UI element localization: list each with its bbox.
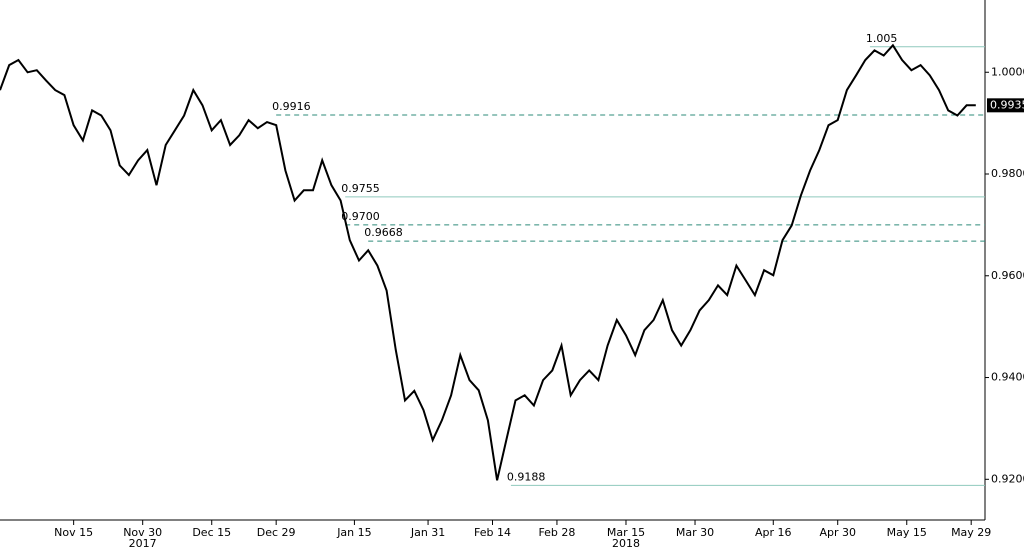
price-line [0, 43, 976, 481]
level-label: 0.9916 [272, 100, 311, 113]
x-tick-label: Feb 28 [538, 526, 575, 539]
x-tick-label: May 29 [951, 526, 991, 539]
x-tick-label: Jan 31 [410, 526, 445, 539]
level-label: 0.9755 [341, 182, 380, 195]
x-tick-label: Dec 29 [257, 526, 296, 539]
x-tick-label: May 15 [887, 526, 927, 539]
x-tick-label: Mar 15 [607, 526, 645, 539]
level-label: 0.9700 [341, 210, 380, 223]
year-label: 2017 [129, 537, 157, 549]
x-tick-label: Dec 15 [192, 526, 231, 539]
level-label: 0.9668 [364, 226, 403, 239]
last-price-label: 0.9935 [990, 98, 1024, 111]
x-tick-label: Mar 30 [676, 526, 714, 539]
x-tick-label: Apr 16 [755, 526, 792, 539]
x-tick-label: Apr 30 [819, 526, 856, 539]
x-tick-label: Nov 30 [123, 526, 162, 539]
x-tick-label: Nov 15 [54, 526, 93, 539]
y-tick-label: 0.9800 [991, 167, 1024, 180]
last-price-badge [987, 98, 1024, 113]
level-label: 1.005 [866, 32, 898, 45]
level-label: 0.9188 [507, 470, 546, 483]
x-tick-label: Jan 15 [336, 526, 371, 539]
year-label: 2018 [612, 537, 640, 549]
x-tick-label: Feb 14 [474, 526, 511, 539]
y-tick-label: 1.0000 [991, 65, 1024, 78]
